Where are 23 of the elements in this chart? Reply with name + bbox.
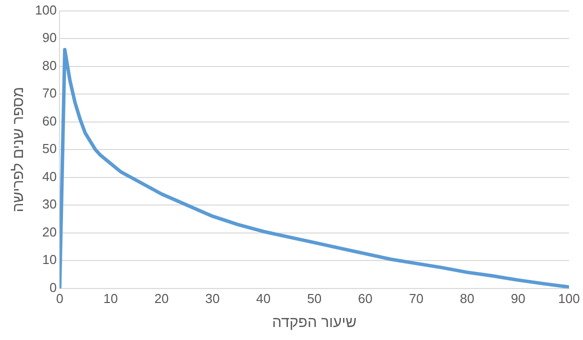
x-tick-label: 60 <box>358 290 373 306</box>
y-tick-label: 40 <box>42 168 57 184</box>
x-tick-label: 20 <box>154 290 169 306</box>
x-axis-title: שיעור הפקדה <box>272 314 357 332</box>
x-tick-label: 40 <box>256 290 271 306</box>
y-tick-label: 90 <box>42 30 57 46</box>
x-tick-label: 70 <box>408 290 424 306</box>
y-tick-label: 30 <box>42 196 57 212</box>
y-tick-label: 100 <box>34 2 57 18</box>
x-tick-label: 10 <box>103 290 118 306</box>
y-tick-label: 50 <box>42 141 57 156</box>
x-tick-label: 30 <box>205 290 220 306</box>
y-tick-label: 80 <box>42 58 57 73</box>
y-tick-label: 0 <box>49 280 57 295</box>
x-tick-label: 80 <box>460 290 474 306</box>
y-tick-label: 70 <box>42 86 57 101</box>
y-tick-label: 60 <box>42 113 57 128</box>
x-tick-label: 90 <box>510 290 526 306</box>
x-tick-label: 100 <box>558 290 580 306</box>
x-tick-label: 50 <box>307 290 322 306</box>
y-axis-title: מספר שנים לפרישה <box>10 86 28 212</box>
y-tick-label: 20 <box>42 224 57 240</box>
y-tick-label: 10 <box>42 252 57 268</box>
